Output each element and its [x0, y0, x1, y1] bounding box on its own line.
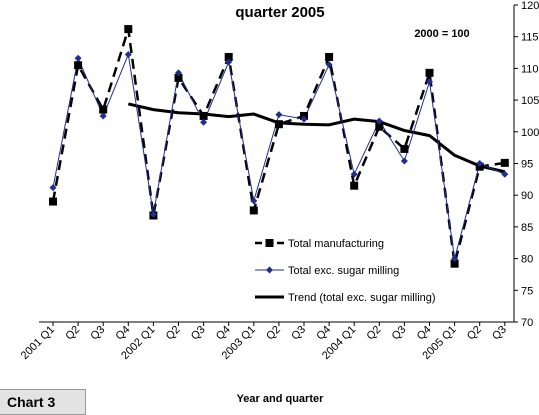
series-layer [49, 25, 509, 268]
total-manufacturing-point [375, 122, 384, 131]
total-manufacturing-point [425, 68, 434, 77]
total-manufacturing-point [99, 105, 108, 114]
legend-square-marker [265, 239, 274, 247]
legend-diamond-marker [266, 266, 273, 274]
total-manufacturing-point [249, 206, 258, 215]
x-tick-label: Q2 [264, 324, 283, 343]
total-manufacturing-point [199, 111, 208, 120]
x-tick-label: Q2 [365, 324, 384, 343]
x-tick-label: Q3 [289, 324, 308, 343]
chart-number-label: Chart 3 [0, 389, 86, 415]
x-tick-label: Q3 [390, 324, 409, 343]
exc-sugar-point [250, 197, 258, 205]
exc-sugar-point [375, 117, 383, 125]
series-total-manufacturing-line [51, 28, 505, 264]
total-manufacturing-point [124, 25, 133, 34]
exc-sugar-point [99, 112, 107, 120]
total-manufacturing-point [325, 52, 334, 61]
base-note: 2000 = 100 [414, 28, 469, 40]
exc-sugar-point [300, 115, 308, 123]
total-manufacturing-point [500, 158, 509, 167]
legend: Total manufacturing Total exc. sugar mill… [255, 238, 436, 304]
total-manufacturing-point [174, 73, 183, 82]
y-tick-label: 90 [521, 190, 533, 202]
y-axis-ticks: 70 75 80 85 90 95 100 105 110 115 120 [514, 0, 539, 329]
exc-sugar-point [501, 170, 509, 178]
y-tick-label: 70 [521, 317, 533, 329]
exc-sugar-point [451, 255, 459, 263]
total-manufacturing-point [49, 197, 57, 206]
y-tick-label: 95 [521, 159, 533, 171]
exc-sugar-point [200, 118, 208, 126]
series-exc-sugar-line [52, 52, 505, 259]
series-trend-line [127, 102, 506, 174]
exc-sugar-point [74, 54, 82, 62]
total-manufacturing-point [450, 259, 459, 268]
y-tick-label: 120 [521, 0, 539, 12]
legend-total-manufacturing-label: Total manufacturing [288, 238, 384, 250]
exc-sugar-point [175, 69, 182, 77]
x-tick-label: Q2 [164, 324, 183, 343]
exc-sugar-point [275, 111, 283, 119]
exc-sugar-point [124, 50, 132, 58]
y-tick-label: 110 [521, 63, 539, 75]
exc-sugar-point [400, 157, 408, 165]
x-tick-label: Q2 [63, 324, 82, 343]
total-manufacturing-point [274, 120, 283, 129]
y-tick-label: 100 [521, 127, 539, 139]
exc-sugar-point [426, 78, 433, 86]
x-tick-label: Q4 [114, 324, 133, 343]
chart-title: quarter 2005 [235, 4, 324, 21]
x-tick-label: Q4 [314, 324, 333, 343]
y-tick-label: 75 [521, 285, 533, 297]
x-tick-label: Q4 [214, 324, 233, 343]
y-tick-label: 85 [521, 222, 533, 234]
x-axis-title: Year and quarter [237, 393, 325, 405]
x-tick-label: Q3 [189, 324, 208, 343]
exc-sugar-point [476, 160, 484, 167]
y-tick-label: 80 [521, 254, 533, 266]
x-tick-label: 2001 Q1 [19, 324, 57, 362]
total-manufacturing-point [224, 52, 233, 61]
x-tick-label: Q2 [465, 324, 484, 343]
total-manufacturing-point [74, 61, 83, 70]
y-tick-label: 115 [521, 32, 539, 44]
y-tick-label: 105 [521, 95, 539, 107]
total-manufacturing-point [400, 144, 409, 153]
total-manufacturing-point [350, 181, 359, 190]
x-tick-label: Q4 [415, 324, 434, 343]
x-tick-label: Q3 [88, 324, 107, 343]
exc-sugar-point [225, 58, 233, 66]
legend-exc-sugar-label: Total exc. sugar milling [288, 265, 399, 277]
exc-sugar-point [325, 61, 333, 69]
exc-sugar-point [350, 170, 358, 178]
x-tick-label: Q3 [490, 324, 509, 343]
legend-trend-label: Trend (total exc. sugar milling) [288, 292, 436, 304]
exc-sugar-point [149, 210, 157, 218]
exc-sugar-point [49, 184, 57, 192]
